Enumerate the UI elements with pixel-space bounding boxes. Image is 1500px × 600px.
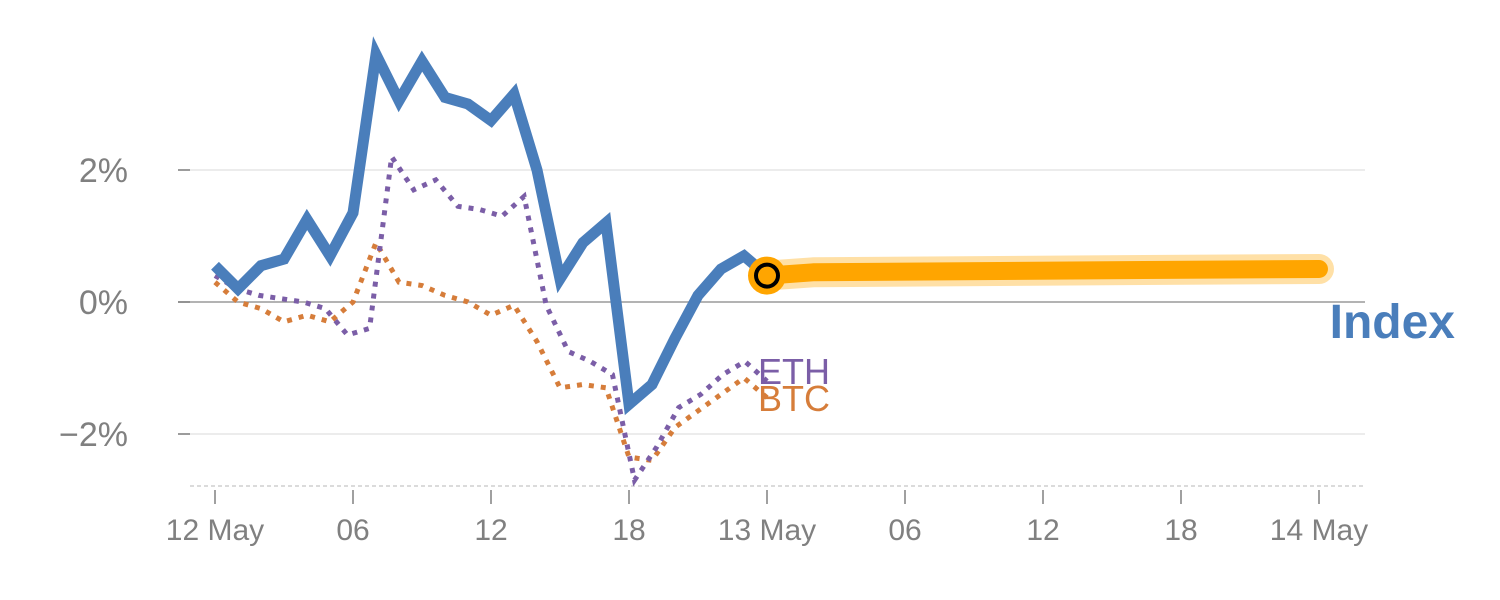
series-label-btc: BTC — [758, 378, 830, 419]
series-line-eth — [213, 149, 769, 487]
x-axis: 12 May 06 12 18 13 May 06 12 18 14 May — [166, 490, 1368, 547]
y-axis: 2% 0% −2% — [59, 152, 190, 454]
x-tick-label: 06 — [888, 514, 921, 547]
x-tick-label: 13 May — [718, 514, 816, 547]
y-tick-label: 0% — [79, 284, 128, 322]
x-tick-label: 14 May — [1270, 514, 1368, 547]
x-tick-label: 18 — [612, 514, 645, 547]
x-tick-label: 12 May — [166, 514, 264, 547]
series-layer — [211, 36, 771, 487]
series-line-index — [211, 36, 771, 416]
x-tick-label: 12 — [474, 514, 507, 547]
series-line-btc — [213, 236, 769, 464]
series-label-eth: ETH — [758, 351, 830, 392]
forecast-layer — [752, 254, 1334, 291]
marker-layer — [748, 256, 786, 295]
series-label-index: Index — [1330, 296, 1456, 349]
x-tick-label: 18 — [1164, 514, 1197, 547]
forecast-line — [758, 260, 1328, 285]
y-tick-label: −2% — [59, 416, 128, 454]
x-tick-label: 12 — [1026, 514, 1059, 547]
gridlines — [178, 169, 1365, 435]
y-tick-label: 2% — [79, 152, 128, 190]
current-marker — [754, 262, 780, 289]
x-tick-label: 06 — [336, 514, 369, 547]
